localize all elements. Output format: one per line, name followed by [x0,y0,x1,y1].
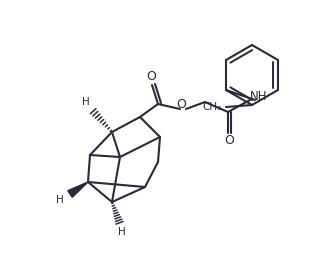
Text: CH₃: CH₃ [203,102,222,112]
Text: O: O [224,135,234,147]
Text: O: O [146,70,156,84]
Text: H: H [82,97,90,107]
Text: H: H [118,227,126,237]
Text: H: H [56,195,64,205]
Polygon shape [68,182,88,197]
Text: NH: NH [250,91,268,104]
Text: O: O [176,97,186,111]
